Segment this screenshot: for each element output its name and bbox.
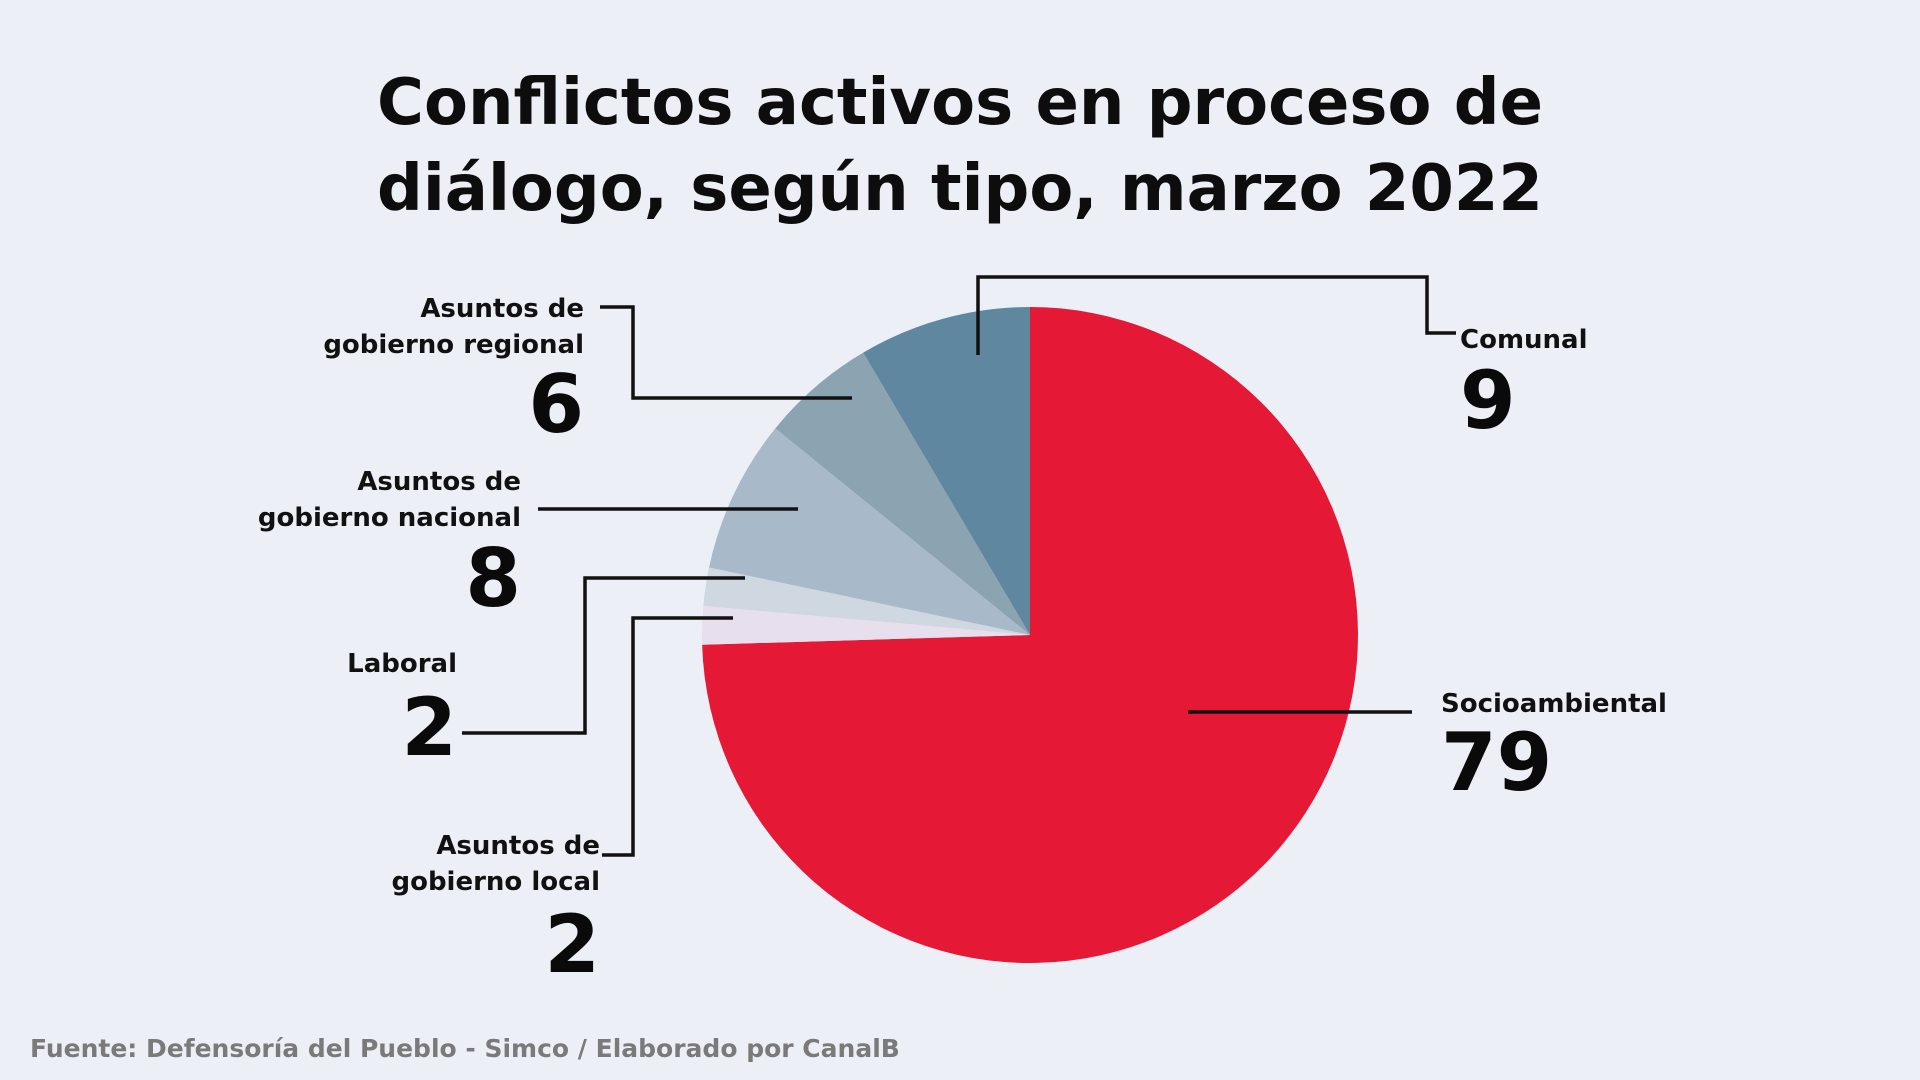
- slice-value-asuntos-de-gobierno-local: 2: [544, 898, 600, 991]
- leader-line-asuntos-de-gobierno-local: [602, 616, 733, 857]
- slice-label-asuntos-de-gobierno-regional: Asuntos de gobierno regional: [323, 294, 584, 360]
- chart-title: Conflictos activos en proceso de diálogo…: [0, 60, 1920, 232]
- slice-label-laboral: Laboral: [347, 649, 457, 679]
- pie-slice-comunal: [863, 307, 1030, 635]
- slice-label-line: Asuntos de: [420, 294, 584, 324]
- slice-value-comunal: 9: [1460, 354, 1516, 447]
- slice-value-asuntos-de-gobierno-nacional: 8: [465, 532, 521, 625]
- slice-value-asuntos-de-gobierno-regional: 6: [528, 358, 584, 451]
- slice-label-line: gobierno nacional: [258, 503, 521, 533]
- slice-value-laboral: 2: [401, 681, 457, 774]
- chart-title-line-1: Conflictos activos en proceso de: [377, 66, 1543, 140]
- slice-label-asuntos-de-gobierno-local: Asuntos de gobierno local: [391, 831, 600, 897]
- slice-label-line: Asuntos de: [357, 467, 521, 497]
- slice-label-line: gobierno regional: [323, 330, 584, 360]
- chart-title-line-2: diálogo, según tipo, marzo 2022: [377, 152, 1543, 226]
- pie-slice-socioambiental: [702, 307, 1358, 964]
- leader-line-asuntos-de-gobierno-regional: [600, 305, 852, 400]
- slice-label-asuntos-de-gobierno-nacional: Asuntos de gobierno nacional: [258, 467, 521, 533]
- leader-line-laboral: [462, 576, 745, 735]
- slice-label-line: Socioambiental: [1441, 689, 1667, 719]
- slice-label-line: Laboral: [347, 649, 457, 679]
- slice-label-socioambiental: Socioambiental: [1441, 689, 1667, 719]
- pie-slice-asuntos-de-gobierno-regional: [775, 352, 1030, 635]
- pie-slice-laboral: [703, 567, 1030, 635]
- slice-value-socioambiental: 79: [1441, 716, 1552, 809]
- slice-label-line: gobierno local: [391, 867, 600, 897]
- slice-label-line: Asuntos de: [436, 831, 600, 861]
- slice-label-comunal: Comunal: [1460, 325, 1588, 355]
- slice-label-line: Comunal: [1460, 325, 1588, 355]
- source-note: Fuente: Defensoría del Pueblo - Simco / …: [30, 1034, 900, 1063]
- pie-slice-asuntos-de-gobierno-local: [701, 605, 1030, 645]
- leader-line-comunal: [976, 275, 1456, 355]
- pie-slice-asuntos-de-gobierno-nacional: [709, 428, 1030, 635]
